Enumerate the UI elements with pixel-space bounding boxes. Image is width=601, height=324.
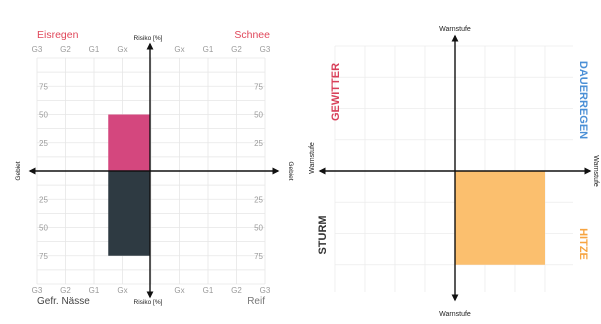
x-tick-bottom-G1: G1: [203, 286, 214, 295]
x-tick-top-G2: G2: [231, 45, 242, 54]
warning-level-chart: Warnstufe Warnstufe Warnstufe Warnstufe …: [309, 26, 599, 318]
x-tick-top-G1: G1: [203, 45, 214, 54]
bar-bottom-left: [108, 171, 150, 256]
warnstufe-label-right: Warnstufe: [592, 155, 599, 187]
x-tick-top-G2: G2: [60, 45, 71, 54]
y-axis-label-bottom: Risiko [%]: [134, 299, 163, 306]
warnstufe-label-top: Warnstufe: [439, 26, 471, 33]
x-axis-label-right: Gebiet: [287, 161, 294, 180]
quadrant-label-gewitter: GEWITTER: [330, 63, 342, 121]
left-x-ticks: G3 G3 G2 G2 G1 G1 Gx Gx Gx Gx G1 G1 G2 G2 G3 G3: [32, 45, 271, 295]
quadrant-label-dauerregen: DAUERREGEN: [577, 61, 589, 139]
x-tick-bottom-G1: G1: [89, 286, 100, 295]
x-tick-bottom-G3: G3: [260, 286, 271, 295]
quadrant-label-sturm: STURM: [317, 215, 329, 254]
y-tick-upper-left-50: 50: [39, 111, 48, 120]
x-tick-top-G3: G3: [260, 45, 271, 54]
risk-chart: G3 G3 G2 G2 G1 G1 Gx Gx Gx Gx G1 G1 G2 G2 G3 G3 75 75 50 5…: [15, 29, 294, 307]
y-tick-lower-right-25: 25: [254, 195, 263, 204]
corner-label-top-left: Eisregen: [37, 29, 79, 41]
y-axis-label-top: Risiko [%]: [134, 35, 163, 42]
quadrant-label-hitze: HITZE: [577, 228, 589, 260]
y-tick-upper-right-75: 75: [254, 82, 263, 91]
warnstufe-label-left: Warnstufe: [309, 142, 316, 174]
warnstufe-label-bottom: Warnstufe: [439, 311, 471, 318]
right-areas: [455, 171, 545, 265]
left-bars: [108, 114, 150, 256]
x-tick-bottom-G3: G3: [32, 286, 43, 295]
corner-label-bottom-right: Reif: [247, 296, 265, 307]
y-tick-lower-right-50: 50: [254, 224, 263, 233]
x-tick-bottom-G2: G2: [60, 286, 71, 295]
x-tick-top-G3: G3: [32, 45, 43, 54]
x-tick-top-G1: G1: [89, 45, 100, 54]
corner-label-top-right: Schnee: [234, 29, 270, 41]
x-tick-top-Gx: Gx: [174, 45, 184, 54]
y-tick-lower-right-75: 75: [254, 252, 263, 261]
y-tick-upper-left-25: 25: [39, 139, 48, 148]
x-tick-bottom-Gx: Gx: [117, 286, 127, 295]
y-tick-upper-right-25: 25: [254, 139, 263, 148]
bar-top-left: [108, 114, 150, 171]
y-tick-upper-right-50: 50: [254, 111, 263, 120]
corner-label-bottom-left: Gefr. Nässe: [37, 296, 90, 307]
y-tick-lower-left-50: 50: [39, 224, 48, 233]
y-tick-lower-left-25: 25: [39, 195, 48, 204]
x-tick-bottom-G2: G2: [231, 286, 242, 295]
x-axis-label-left: Gebiet: [15, 161, 22, 180]
x-tick-bottom-Gx: Gx: [174, 286, 184, 295]
y-tick-lower-left-75: 75: [39, 252, 48, 261]
x-tick-top-Gx: Gx: [117, 45, 127, 54]
area-bottom-right: [455, 171, 545, 265]
y-tick-upper-left-75: 75: [39, 82, 48, 91]
left-y-ticks: 75 75 50 50 25 25 25 25 50 50 75 75: [39, 82, 264, 261]
